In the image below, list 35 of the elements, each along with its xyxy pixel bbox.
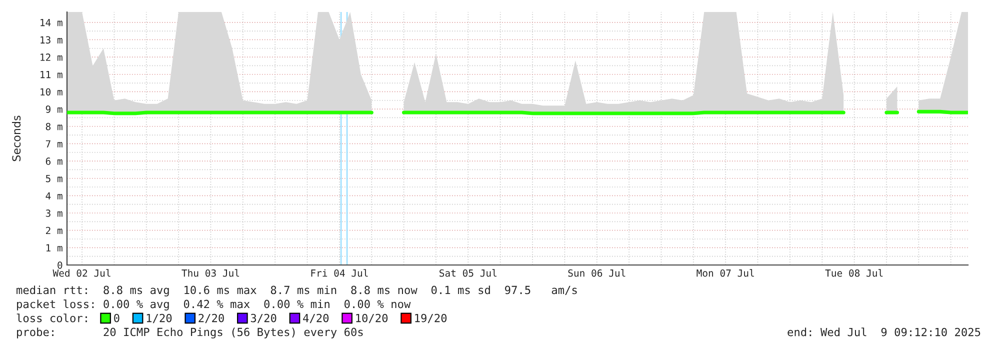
y-tick-label: 13 m (40, 36, 62, 44)
x-tick-label: Wed 02 Jul (52, 269, 110, 277)
y-axis-title: Seconds (12, 116, 21, 162)
y-tick-label: 0 (58, 262, 62, 269)
legend-label: 2/20 (198, 314, 224, 324)
x-tick-label: Sat 05 Jul (440, 269, 496, 277)
y-tick-label: 1 m (46, 244, 62, 252)
legend-title: loss color: (16, 314, 87, 322)
y-tick-label: 8 m (46, 122, 62, 130)
legend-label: 3/20 (250, 314, 276, 324)
legend-label: 10/20 (356, 314, 388, 324)
x-tick-label: Sun 06 Jul (568, 269, 626, 277)
text: probe: 20 ICMP Echo Pings (56 Bytes) every 60s (17, 328, 363, 338)
legend-label: 1/20 (146, 314, 172, 324)
y-tick-label: 5 m (46, 174, 62, 182)
y-tick-label: 6 m (46, 158, 62, 165)
y-tick-label: 2 m (46, 226, 62, 234)
x-tick-label: Thu 03 Jul (182, 269, 240, 277)
y-tick-label: 7 m (46, 140, 62, 148)
legend-label: 4/20 (303, 314, 329, 324)
text: packet loss: 0.00 % avg 0.42 % max 0.00 % min 0.00 % now (17, 300, 411, 310)
legend-label: 0 (114, 314, 120, 322)
y-tick-label: 10 m (40, 88, 62, 96)
legend-label: 19/20 (415, 314, 447, 324)
y-tick-label: 14 m (40, 19, 62, 26)
y-tick-label: 9 m (46, 106, 62, 113)
y-tick-label: 12 m (40, 54, 62, 61)
y-tick-label: 3 m (46, 210, 62, 217)
x-tick-label: Fri 04 Jul (311, 269, 368, 277)
x-tick-label: Tue 08 Jul (825, 269, 883, 277)
y-tick-label: 4 m (46, 192, 62, 200)
text: end: Wed Jul 9 09:12:10 2025 (788, 328, 980, 336)
x-tick-label: Mon 07 Jul (696, 269, 754, 277)
y-tick-label: 11 m (40, 71, 62, 78)
text: median rtt: 8.8 ms avg 10.6 ms max 8.7 ms min 8.8 ms now 0.1 ms sd 97.5 am/s (16, 286, 577, 296)
